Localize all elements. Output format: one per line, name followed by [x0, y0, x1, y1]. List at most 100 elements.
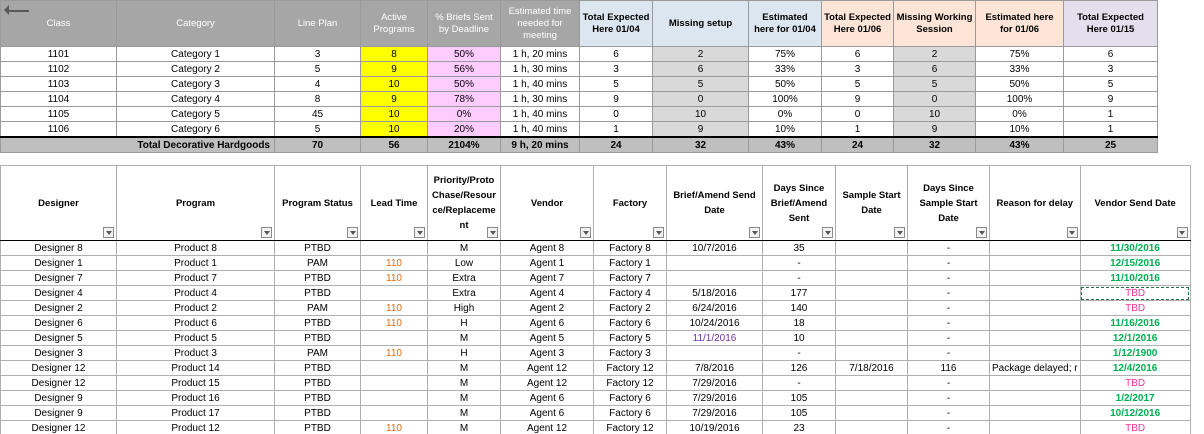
detail-cell-brief-send-date[interactable]: 7/8/2016 — [666, 360, 763, 376]
detail-cell-lead-time[interactable]: 110 — [360, 255, 428, 271]
summary-cell-estimated-0104[interactable]: 0% — [748, 106, 822, 122]
detail-cell-designer[interactable]: Designer 1 — [0, 255, 117, 271]
detail-cell-vendor-send-date[interactable]: 10/12/2016 — [1079, 405, 1191, 421]
summary-cell-line-plan[interactable]: 5 — [274, 121, 361, 138]
detail-cell-days-since-brief[interactable]: 35 — [762, 240, 836, 256]
detail-cell-factory[interactable]: Factory 6 — [593, 315, 667, 331]
detail-cell-lead-time[interactable] — [360, 240, 428, 256]
header-estimated-0104[interactable]: Estimated here for 01/04 — [748, 0, 822, 47]
detail-cell-lead-time[interactable] — [360, 375, 428, 391]
detail-cell-days-since-brief[interactable]: 105 — [762, 405, 836, 421]
summary-cell-estimated-0106[interactable]: 0% — [975, 106, 1064, 122]
summary-cell-total-expected-0115[interactable]: 3 — [1063, 61, 1158, 77]
detail-cell-reason-for-delay[interactable] — [989, 255, 1081, 271]
summary-cell-estimated-0106[interactable]: 33% — [975, 61, 1064, 77]
detail-cell-days-since-sample[interactable]: - — [907, 390, 990, 406]
filter-dropdown-icon[interactable] — [103, 227, 114, 238]
filter-dropdown-icon[interactable] — [653, 227, 664, 238]
detail-cell-days-since-brief[interactable]: - — [762, 270, 836, 286]
detail-cell-vendor[interactable]: Agent 12 — [500, 360, 594, 376]
summary-cell-category[interactable]: Category 1 — [116, 46, 275, 62]
summary-cell-estimated-0104[interactable]: 75% — [748, 46, 822, 62]
detail-cell-designer[interactable]: Designer 4 — [0, 285, 117, 301]
detail-cell-program[interactable]: Product 14 — [116, 360, 275, 376]
detail-cell-reason-for-delay[interactable] — [989, 300, 1081, 316]
summary-cell-line-plan[interactable]: 8 — [274, 91, 361, 107]
detail-cell-reason-for-delay[interactable] — [989, 330, 1081, 346]
detail-cell-program[interactable]: Product 16 — [116, 390, 275, 406]
summary-cell-active-programs[interactable]: 9 — [360, 61, 428, 77]
detail-cell-vendor[interactable]: Agent 4 — [500, 285, 594, 301]
summary-cell-estimated-0106[interactable]: 75% — [975, 46, 1064, 62]
header-total-expected-0106[interactable]: Total Expected Here 01/06 — [821, 0, 894, 47]
detail-cell-vendor[interactable]: Agent 6 — [500, 390, 594, 406]
summary-cell-total-expected-0106[interactable]: 3 — [821, 61, 894, 77]
detail-cell-vendor-send-date[interactable]: 11/10/2016 — [1079, 270, 1191, 286]
summary-cell-category[interactable]: Category 4 — [116, 91, 275, 107]
detail-header-lead-time[interactable]: Lead Time — [360, 165, 428, 241]
detail-header-sample-start-date[interactable]: Sample Start Date — [835, 165, 908, 241]
detail-cell-factory[interactable]: Factory 1 — [593, 255, 667, 271]
filter-dropdown-icon[interactable] — [1176, 227, 1188, 238]
detail-cell-lead-time[interactable]: 110 — [360, 315, 428, 331]
summary-cell-total-expected-0115[interactable]: 6 — [1063, 46, 1158, 62]
summary-cell-briefs-sent[interactable]: 0% — [427, 106, 501, 122]
summary-cell-total-expected-0104[interactable]: 5 — [579, 76, 653, 92]
detail-cell-reason-for-delay[interactable] — [989, 315, 1081, 331]
detail-cell-lead-time[interactable] — [360, 360, 428, 376]
detail-cell-program-status[interactable]: PAM — [274, 255, 361, 271]
summary-cell-total-expected-0106[interactable]: 9 — [821, 91, 894, 107]
detail-header-days-since-sample[interactable]: Days Since Sample Start Date — [907, 165, 990, 241]
detail-cell-brief-send-date[interactable]: 10/19/2016 — [666, 420, 763, 434]
detail-cell-factory[interactable]: Factory 12 — [593, 375, 667, 391]
detail-cell-sample-start-date[interactable] — [835, 315, 908, 331]
detail-cell-vendor[interactable]: Agent 12 — [500, 420, 594, 434]
summary-cell-total-expected-0106[interactable]: 0 — [821, 106, 894, 122]
detail-cell-vendor[interactable]: Agent 6 — [500, 405, 594, 421]
detail-cell-program-status[interactable]: PAM — [274, 300, 361, 316]
summary-cell-estimated-0106[interactable]: 100% — [975, 91, 1064, 107]
total-cell[interactable]: 9 h, 20 mins — [500, 136, 580, 153]
detail-cell-program[interactable]: Product 17 — [116, 405, 275, 421]
summary-cell-missing-working-session[interactable]: 2 — [893, 46, 976, 62]
filter-dropdown-icon[interactable] — [894, 227, 905, 238]
detail-cell-days-since-sample[interactable]: - — [907, 255, 990, 271]
detail-cell-sample-start-date[interactable] — [835, 405, 908, 421]
detail-cell-program[interactable]: Product 15 — [116, 375, 275, 391]
summary-cell-category[interactable]: Category 2 — [116, 61, 275, 77]
detail-cell-factory[interactable]: Factory 12 — [593, 360, 667, 376]
header-estimated-time[interactable]: Estimated time needed for meeting — [500, 0, 580, 47]
detail-cell-sample-start-date[interactable] — [835, 390, 908, 406]
detail-cell-vendor-send-date[interactable]: TBD — [1079, 300, 1191, 316]
filter-dropdown-icon[interactable] — [580, 227, 591, 238]
detail-cell-sample-start-date[interactable] — [835, 375, 908, 391]
summary-cell-missing-working-session[interactable]: 9 — [893, 121, 976, 138]
filter-dropdown-icon[interactable] — [261, 227, 272, 238]
filter-dropdown-icon[interactable] — [1066, 227, 1078, 238]
filter-dropdown-icon[interactable] — [414, 227, 425, 238]
summary-cell-missing-setup[interactable]: 9 — [652, 121, 749, 138]
detail-cell-vendor[interactable]: Agent 1 — [500, 255, 594, 271]
detail-cell-days-since-sample[interactable]: - — [907, 405, 990, 421]
detail-cell-reason-for-delay[interactable] — [989, 375, 1081, 391]
total-cell[interactable]: 32 — [893, 136, 976, 153]
summary-cell-missing-setup[interactable]: 10 — [652, 106, 749, 122]
detail-cell-brief-send-date[interactable]: 7/29/2016 — [666, 390, 763, 406]
detail-cell-brief-send-date[interactable] — [666, 255, 763, 271]
detail-cell-brief-send-date[interactable]: 10/7/2016 — [666, 240, 763, 256]
summary-cell-briefs-sent[interactable]: 20% — [427, 121, 501, 138]
summary-cell-missing-working-session[interactable]: 5 — [893, 76, 976, 92]
detail-cell-designer[interactable]: Designer 7 — [0, 270, 117, 286]
detail-cell-sample-start-date[interactable] — [835, 345, 908, 361]
detail-cell-vendor-send-date[interactable]: TBD — [1079, 285, 1191, 301]
detail-cell-program-status[interactable]: PAM — [274, 345, 361, 361]
summary-cell-briefs-sent[interactable]: 78% — [427, 91, 501, 107]
detail-cell-program-status[interactable]: PTBD — [274, 360, 361, 376]
summary-cell-estimated-0104[interactable]: 33% — [748, 61, 822, 77]
summary-cell-estimated-0106[interactable]: 10% — [975, 121, 1064, 138]
detail-header-program-status[interactable]: Program Status — [274, 165, 361, 241]
summary-cell-estimated-time[interactable]: 1 h, 30 mins — [500, 91, 580, 107]
detail-cell-priority[interactable]: M — [427, 240, 501, 256]
detail-cell-vendor-send-date[interactable]: 1/12/1900 — [1079, 345, 1191, 361]
detail-cell-days-since-sample[interactable]: - — [907, 240, 990, 256]
